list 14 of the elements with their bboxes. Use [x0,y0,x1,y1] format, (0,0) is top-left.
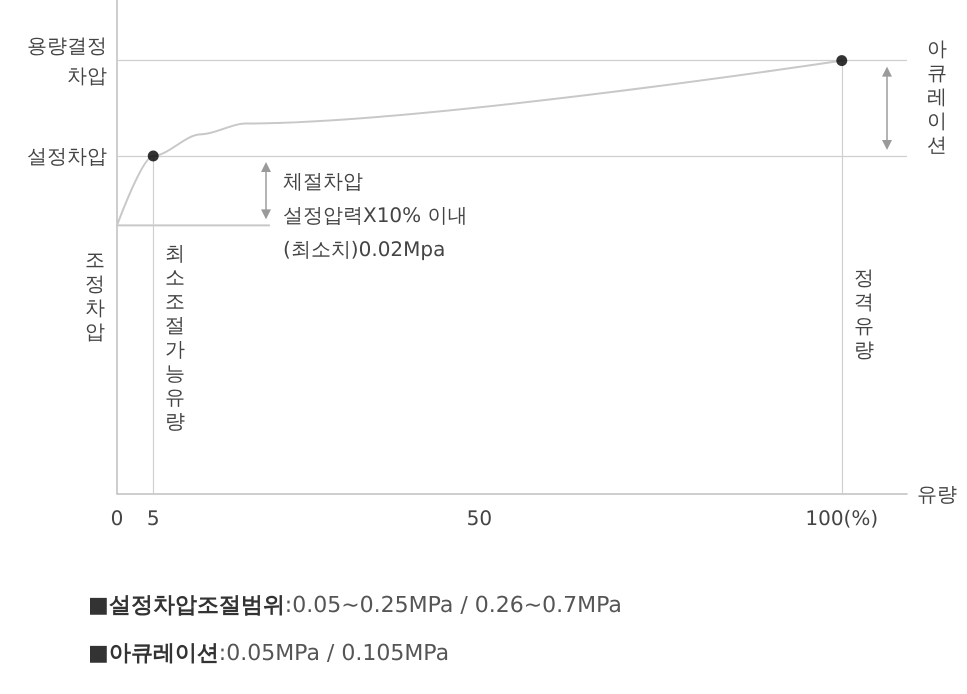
ref-line-label: 설정차압 [27,144,107,168]
text: 조정차압 [85,247,105,344]
x-tick-label: 0 [110,506,124,530]
ref-line-label: 용량결정 차압 [27,34,107,88]
ref-line-label: 최소조절가능유량 [165,241,186,433]
annotation: 체절차압 설정압력X10% 이내 (최소치)0.02Mpa [283,169,468,261]
x-tick-label: 5 [146,506,160,530]
x-axis-title: 유량 [917,482,957,506]
x-tick-label: 50 [466,506,492,530]
x-tick-label: 100(%) [805,506,878,530]
text: ■아큐레이션:0.05MPa / 0.105MPa [88,640,450,668]
ref-line-label: 정격유량 [854,266,874,362]
text: 아큐레이션 [927,36,947,157]
text: ■설정차압조절범위:0.05~0.25MPa / 0.26~0.7MPa [88,592,622,620]
